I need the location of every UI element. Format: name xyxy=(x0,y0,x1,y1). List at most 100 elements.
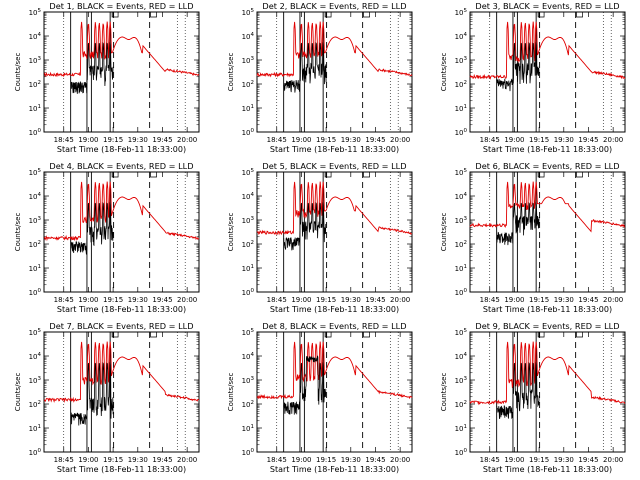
panel-title: Det 4, BLACK = Events, RED = LLD xyxy=(49,161,193,171)
y-tick-label: 103 xyxy=(29,56,42,65)
y-axis-label: Counts/sec xyxy=(14,53,22,92)
lld-series-line xyxy=(256,341,413,400)
y-tick-label: 104 xyxy=(29,352,42,361)
x-tick-label: 19:30 xyxy=(128,456,148,464)
events-series-line xyxy=(70,361,114,426)
plot-frame xyxy=(469,171,626,293)
x-tick-label: 19:30 xyxy=(128,296,148,304)
x-tick-label: 19:15 xyxy=(103,456,123,464)
y-axis-label: Counts/sec xyxy=(227,53,235,92)
y-tick-label: 105 xyxy=(29,168,42,177)
x-tick-label: 19:00 xyxy=(504,296,524,304)
plot-frame xyxy=(469,331,626,453)
x-tick-label: 19:15 xyxy=(103,136,123,144)
y-tick-label: 105 xyxy=(242,328,255,337)
detector-panel: Det 6, BLACK = Events, RED = LLD 100 101 10… xyxy=(426,160,639,320)
y-tick-label: 105 xyxy=(242,8,255,17)
plot-frame xyxy=(43,171,200,293)
top-hook-marker xyxy=(111,12,119,18)
panel-svg: Det 4, BLACK = Events, RED = LLD 100 101 10… xyxy=(14,161,200,314)
top-hook-marker xyxy=(537,12,545,18)
y-tick-label: 105 xyxy=(242,168,255,177)
events-series-line xyxy=(70,201,114,255)
y-tick-label: 100 xyxy=(242,128,255,137)
detector-panel: Det 5, BLACK = Events, RED = LLD 100 101 10… xyxy=(213,160,426,320)
x-tick-label: 20:00 xyxy=(177,296,197,304)
x-axis-label: Start Time (18-Feb-11 18:33:00) xyxy=(57,145,186,154)
x-axis-label: Start Time (18-Feb-11 18:33:00) xyxy=(483,305,612,314)
y-tick-label: 105 xyxy=(455,168,468,177)
detector-panel: Det 1, BLACK = Events, RED = LLD 100 101 10… xyxy=(0,0,213,160)
panel-svg: Det 5, BLACK = Events, RED = LLD 100 101 10… xyxy=(227,161,413,314)
x-tick-label: 18:45 xyxy=(267,456,287,464)
x-tick-label: 20:00 xyxy=(603,456,623,464)
x-axis-label: Start Time (18-Feb-11 18:33:00) xyxy=(270,305,399,314)
y-tick-label: 101 xyxy=(242,424,254,433)
y-axis-label: Counts/sec xyxy=(440,53,448,92)
panel-svg: Det 1, BLACK = Events, RED = LLD 100 101 10… xyxy=(14,1,200,154)
panel-title: Det 6, BLACK = Events, RED = LLD xyxy=(475,161,619,171)
panel-svg: Det 9, BLACK = Events, RED = LLD 100 101 10… xyxy=(440,321,626,474)
y-tick-label: 102 xyxy=(29,240,41,249)
y-tick-label: 102 xyxy=(242,400,254,409)
top-hook-marker xyxy=(150,12,157,18)
x-tick-label: 19:15 xyxy=(529,136,549,144)
y-tick-label: 101 xyxy=(29,424,41,433)
lld-series-line xyxy=(256,181,413,236)
x-tick-label: 19:00 xyxy=(78,136,98,144)
y-tick-label: 100 xyxy=(242,288,255,297)
y-tick-label: 104 xyxy=(455,32,468,41)
x-tick-label: 18:45 xyxy=(267,136,287,144)
top-hook-marker xyxy=(324,12,332,18)
y-tick-label: 103 xyxy=(29,376,42,385)
panel-svg: Det 6, BLACK = Events, RED = LLD 100 101 10… xyxy=(440,161,626,314)
y-tick-label: 103 xyxy=(455,376,468,385)
y-axis-label: Counts/sec xyxy=(227,213,235,252)
top-hook-marker xyxy=(537,332,545,338)
x-tick-label: 20:00 xyxy=(177,136,197,144)
x-axis-label: Start Time (18-Feb-11 18:33:00) xyxy=(483,145,612,154)
y-tick-label: 101 xyxy=(242,264,254,273)
x-tick-label: 19:15 xyxy=(316,136,336,144)
plot-frame xyxy=(43,11,200,133)
x-tick-label: 19:45 xyxy=(365,296,385,304)
y-tick-label: 104 xyxy=(242,192,255,201)
x-tick-label: 18:45 xyxy=(54,136,74,144)
panel-svg: Det 3, BLACK = Events, RED = LLD 100 101 10… xyxy=(440,1,626,154)
panel-svg: Det 7, BLACK = Events, RED = LLD 100 101 10… xyxy=(14,321,200,474)
panel-title: Det 2, BLACK = Events, RED = LLD xyxy=(262,1,406,11)
x-tick-label: 20:00 xyxy=(390,136,410,144)
y-axis-label: Counts/sec xyxy=(227,373,235,412)
y-tick-label: 102 xyxy=(29,400,41,409)
y-tick-label: 101 xyxy=(29,264,41,273)
lld-series-line xyxy=(469,341,626,406)
top-hook-marker xyxy=(324,172,332,178)
detector-panel: Det 8, BLACK = Events, RED = LLD 100 101 10… xyxy=(213,320,426,480)
panel-svg: Det 8, BLACK = Events, RED = LLD 100 101 10… xyxy=(227,321,413,474)
top-hook-marker xyxy=(576,172,583,178)
y-tick-label: 100 xyxy=(455,288,468,297)
panel-title: Det 8, BLACK = Events, RED = LLD xyxy=(262,321,406,331)
events-series-line xyxy=(496,361,540,420)
detector-panel: Det 2, BLACK = Events, RED = LLD 100 101 10… xyxy=(213,0,426,160)
x-tick-label: 20:00 xyxy=(177,456,197,464)
detector-panel: Det 7, BLACK = Events, RED = LLD 100 101 10… xyxy=(0,320,213,480)
x-tick-label: 20:00 xyxy=(603,296,623,304)
y-tick-label: 101 xyxy=(455,264,467,273)
y-axis-label: Counts/sec xyxy=(14,373,22,412)
plot-frame xyxy=(256,331,413,453)
events-series-line xyxy=(496,41,540,92)
x-axis-label: Start Time (18-Feb-11 18:33:00) xyxy=(483,465,612,474)
lld-series-line xyxy=(256,21,413,78)
x-tick-label: 19:45 xyxy=(152,136,172,144)
x-tick-label: 19:15 xyxy=(316,456,336,464)
y-tick-label: 100 xyxy=(242,448,255,457)
detector-panel: Det 4, BLACK = Events, RED = LLD 100 101 10… xyxy=(0,160,213,320)
y-tick-label: 103 xyxy=(455,216,468,225)
y-tick-label: 103 xyxy=(242,56,255,65)
x-tick-label: 19:15 xyxy=(316,296,336,304)
x-tick-label: 19:30 xyxy=(554,136,574,144)
events-series-line xyxy=(283,355,327,415)
top-hook-marker xyxy=(537,172,545,178)
